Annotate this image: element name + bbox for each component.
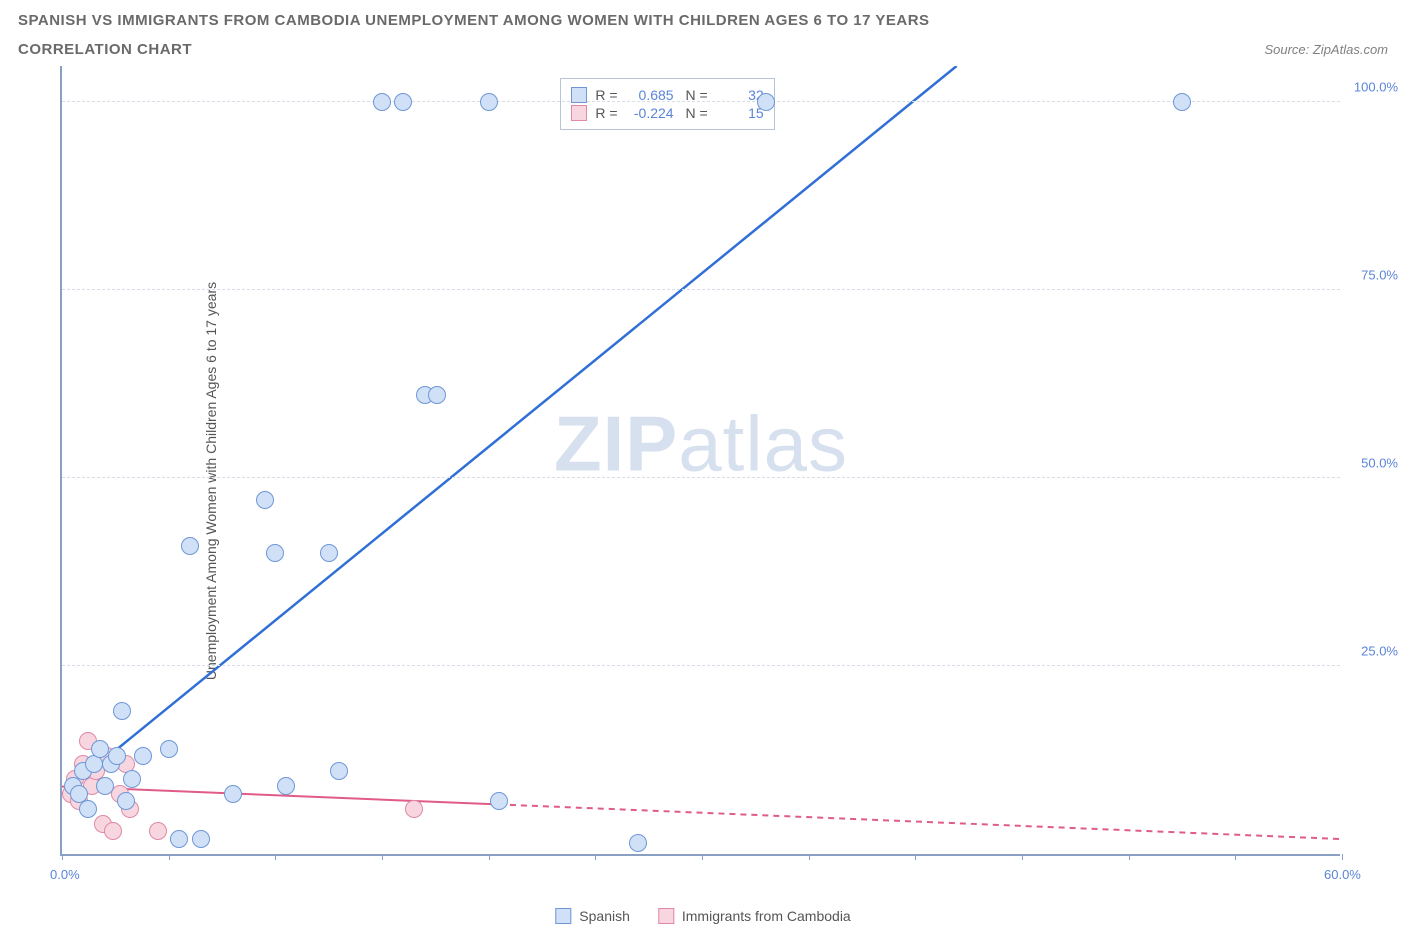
data-point-spanish	[428, 386, 446, 404]
x-tick-mark	[809, 854, 810, 860]
data-point-spanish	[117, 792, 135, 810]
data-point-spanish	[181, 537, 199, 555]
data-point-cambodia	[149, 822, 167, 840]
data-point-spanish	[108, 747, 126, 765]
data-point-spanish	[1173, 93, 1191, 111]
data-point-spanish	[330, 762, 348, 780]
x-tick-mark	[1235, 854, 1236, 860]
x-tick-label-max: 60.0%	[1324, 867, 1361, 882]
legend: Spanish Immigrants from Cambodia	[555, 908, 850, 924]
correlation-chart: Unemployment Among Women with Children A…	[18, 66, 1388, 896]
data-point-spanish	[394, 93, 412, 111]
x-tick-mark	[1129, 854, 1130, 860]
legend-item-spanish: Spanish	[555, 908, 630, 924]
data-point-spanish	[224, 785, 242, 803]
x-tick-mark	[275, 854, 276, 860]
x-tick-mark	[595, 854, 596, 860]
legend-swatch-spanish	[555, 908, 571, 924]
correlation-stats-box: R = 0.685 N = 32 R = -0.224 N = 15	[560, 78, 774, 130]
x-tick-mark	[169, 854, 170, 860]
data-point-cambodia	[405, 800, 423, 818]
data-point-spanish	[170, 830, 188, 848]
source-attribution: Source: ZipAtlas.com	[1264, 42, 1388, 57]
data-point-spanish	[266, 544, 284, 562]
data-point-spanish	[113, 702, 131, 720]
data-point-spanish	[490, 792, 508, 810]
y-tick-label: 25.0%	[1361, 643, 1398, 658]
data-point-spanish	[629, 834, 647, 852]
data-point-spanish	[96, 777, 114, 795]
x-tick-mark	[1022, 854, 1023, 860]
data-point-spanish	[134, 747, 152, 765]
x-tick-mark	[702, 854, 703, 860]
gridline	[62, 289, 1340, 290]
swatch-cambodia	[571, 105, 587, 121]
legend-item-cambodia: Immigrants from Cambodia	[658, 908, 851, 924]
legend-label-cambodia: Immigrants from Cambodia	[682, 908, 851, 924]
y-tick-label: 50.0%	[1361, 455, 1398, 470]
plot-area: ZIPatlas R = 0.685 N = 32 R = -0.224 N =…	[60, 66, 1340, 856]
data-point-spanish	[256, 491, 274, 509]
data-point-spanish	[480, 93, 498, 111]
r-value-cambodia: -0.224	[626, 105, 674, 121]
trend-lines	[62, 66, 1340, 854]
legend-label-spanish: Spanish	[579, 908, 630, 924]
x-tick-label-min: 0.0%	[50, 867, 80, 882]
n-value-cambodia: 15	[716, 105, 764, 121]
y-tick-label: 100.0%	[1354, 79, 1398, 94]
data-point-spanish	[757, 93, 775, 111]
data-point-spanish	[277, 777, 295, 795]
legend-swatch-cambodia	[658, 908, 674, 924]
stats-row-cambodia: R = -0.224 N = 15	[571, 105, 763, 121]
x-tick-mark	[915, 854, 916, 860]
chart-title-line2: CORRELATION CHART	[18, 41, 192, 58]
data-point-cambodia	[104, 822, 122, 840]
x-tick-mark	[382, 854, 383, 860]
gridline	[62, 101, 1340, 102]
data-point-spanish	[192, 830, 210, 848]
data-point-spanish	[373, 93, 391, 111]
data-point-spanish	[320, 544, 338, 562]
chart-title-line1: SPANISH VS IMMIGRANTS FROM CAMBODIA UNEM…	[18, 12, 1388, 29]
data-point-spanish	[160, 740, 178, 758]
x-tick-mark	[1342, 854, 1343, 860]
data-point-spanish	[79, 800, 97, 818]
y-tick-label: 75.0%	[1361, 267, 1398, 282]
x-tick-mark	[62, 854, 63, 860]
gridline	[62, 477, 1340, 478]
x-tick-mark	[489, 854, 490, 860]
gridline	[62, 665, 1340, 666]
data-point-spanish	[123, 770, 141, 788]
